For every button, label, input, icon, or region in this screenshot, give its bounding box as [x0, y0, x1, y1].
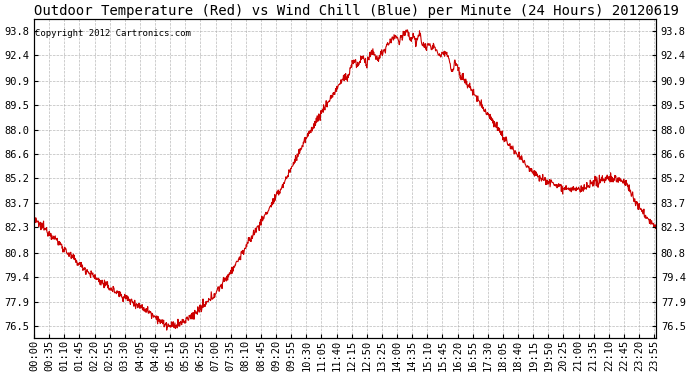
- Text: Outdoor Temperature (Red) vs Wind Chill (Blue) per Minute (24 Hours) 20120619: Outdoor Temperature (Red) vs Wind Chill …: [34, 4, 679, 18]
- Text: Copyright 2012 Cartronics.com: Copyright 2012 Cartronics.com: [35, 29, 191, 38]
